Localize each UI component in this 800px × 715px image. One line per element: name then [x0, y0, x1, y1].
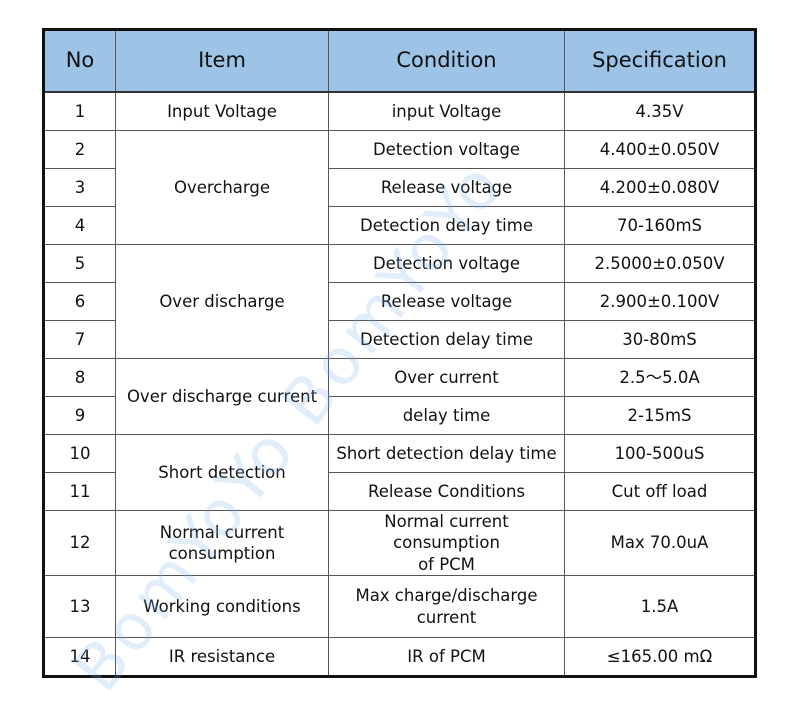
row-condition: Short detection delay time — [328, 434, 565, 473]
table-row: 1 Input Voltage input Voltage 4.35V — [43, 91, 756, 131]
row-no: 8 — [43, 358, 116, 397]
table-row: 10 Short detection Short detection delay… — [43, 434, 756, 511]
row-no: 9 — [43, 396, 116, 435]
row-spec: Cut off load — [564, 472, 756, 511]
row-no: 5 — [43, 244, 116, 283]
table-row: 14 IR resistance IR of PCM ≤165.00 mΩ — [43, 637, 756, 678]
row-item: IR resistance — [115, 637, 329, 678]
row-spec: 2.900±0.100V — [564, 282, 756, 321]
row-spec: 4.200±0.080V — [564, 168, 756, 207]
row-condition: Max charge/discharge current — [328, 575, 565, 639]
row-no: 6 — [43, 282, 116, 321]
row-item: Over discharge current — [115, 358, 329, 435]
row-spec: 2.5～5.0A — [564, 358, 756, 397]
table-row: 3 Release voltage 4.200±0.080V — [43, 168, 756, 207]
table-row: 5 Over discharge Detection voltage 2.500… — [43, 244, 756, 359]
row-condition: Detection voltage — [328, 244, 565, 283]
row-spec: 100-500uS — [564, 434, 756, 473]
row-condition: Detection delay time — [328, 206, 565, 245]
table-row: 9 delay time 2-15mS — [43, 396, 756, 435]
row-spec: 70-160mS — [564, 206, 756, 245]
row-item: Over discharge — [115, 244, 329, 359]
row-condition: IR of PCM — [328, 637, 565, 678]
row-no: 13 — [43, 575, 116, 639]
row-item-line: Normal current — [159, 522, 285, 542]
row-condition: input Voltage — [328, 91, 565, 131]
table-row: 7 Detection delay time 30-80mS — [43, 320, 756, 359]
table-row: 2 Overcharge Detection voltage 4.400±0.0… — [43, 130, 756, 245]
row-condition: Normal current consumption of PCM — [328, 509, 565, 577]
row-condition-line: current — [416, 607, 477, 627]
row-condition: Release Conditions — [328, 472, 565, 511]
table-row: 13 Working conditions Max charge/dischar… — [43, 575, 756, 639]
row-no: 10 — [43, 434, 116, 473]
row-item: Working conditions — [115, 575, 329, 639]
row-no: 1 — [43, 91, 116, 131]
row-condition: Release voltage — [328, 168, 565, 207]
header-item: Item — [115, 29, 329, 93]
header-specification: Specification — [564, 29, 756, 93]
row-no: 2 — [43, 130, 116, 169]
row-no: 14 — [43, 637, 116, 678]
row-spec: 30-80mS — [564, 320, 756, 359]
table-row: 11 Release Conditions Cut off load — [43, 472, 756, 511]
row-spec: 4.400±0.050V — [564, 130, 756, 169]
row-condition: Over current — [328, 358, 565, 397]
row-condition: Release voltage — [328, 282, 565, 321]
header-no: No — [43, 29, 116, 93]
row-no: 7 — [43, 320, 116, 359]
row-no: 3 — [43, 168, 116, 207]
row-item: Input Voltage — [115, 91, 329, 131]
header-condition: Condition — [328, 29, 565, 93]
row-item: Overcharge — [115, 130, 329, 245]
row-spec: 4.35V — [564, 91, 756, 131]
row-item-line: consumption — [168, 544, 276, 564]
row-condition: Detection delay time — [328, 320, 565, 359]
table-row: 8 Over discharge current Over current 2.… — [43, 358, 756, 435]
row-no: 11 — [43, 472, 116, 511]
row-condition-line: Max charge/discharge — [355, 586, 538, 606]
row-item: Normal current consumption — [115, 509, 329, 577]
row-condition: delay time — [328, 396, 565, 435]
row-no: 4 — [43, 206, 116, 245]
row-condition-line: Normal current consumption — [384, 512, 509, 553]
header-row: No Item Condition Specification — [43, 29, 756, 93]
row-spec: 2.5000±0.050V — [564, 244, 756, 283]
row-spec: ≤165.00 mΩ — [564, 637, 756, 678]
table-row: 12 Normal current consumption Normal cur… — [43, 509, 756, 577]
row-condition: Detection voltage — [328, 130, 565, 169]
specification-table: No Item Condition Specification 1 Input … — [42, 28, 757, 679]
row-condition-line: of PCM — [418, 554, 475, 574]
row-spec: Max 70.0uA — [564, 509, 756, 577]
row-spec: 2-15mS — [564, 396, 756, 435]
row-no: 12 — [43, 509, 116, 577]
table-row: 4 Detection delay time 70-160mS — [43, 206, 756, 245]
row-spec: 1.5A — [564, 575, 756, 639]
row-item: Short detection — [115, 434, 329, 511]
